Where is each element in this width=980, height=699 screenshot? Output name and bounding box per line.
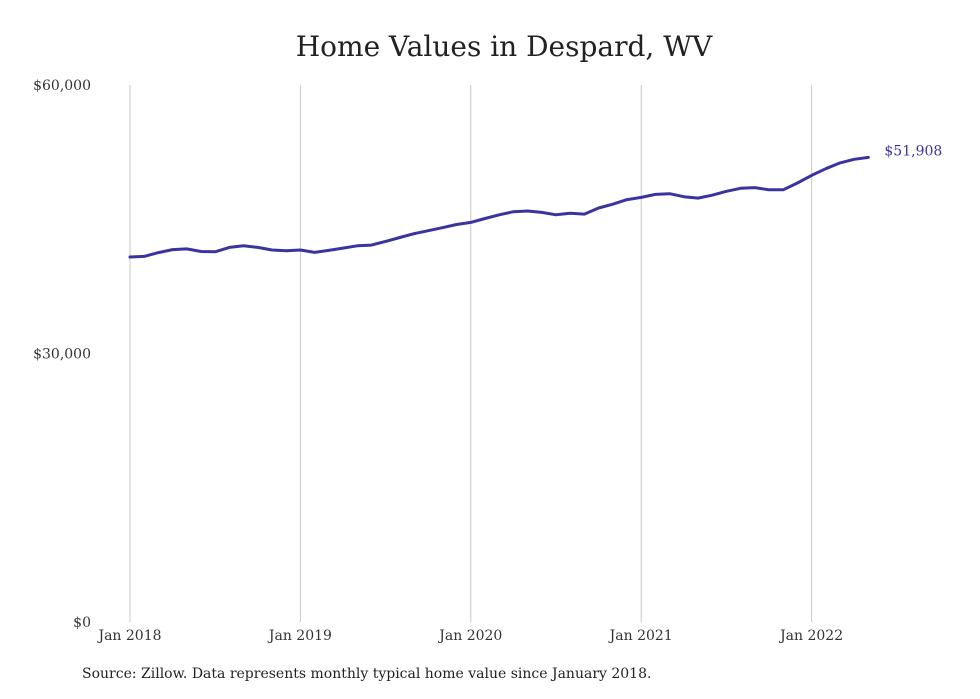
x-tick-label: Jan 2020 — [437, 628, 502, 644]
grid-lines — [129, 85, 813, 622]
end-value-label: $51,908 — [884, 143, 942, 159]
x-tick-label: Jan 2019 — [267, 628, 332, 644]
y-tick-label: $0 — [73, 615, 91, 631]
y-tick-label: $30,000 — [33, 347, 91, 363]
chart-title: Home Values in Despard, WV — [295, 30, 713, 63]
x-tick-label: Jan 2018 — [96, 628, 161, 644]
y-axis-ticks: $0 $30,000 $60,000 — [33, 78, 91, 631]
series-line — [128, 155, 870, 259]
x-axis-ticks: Jan 2018 Jan 2019 Jan 2020 Jan 2021 Jan 2022 — [96, 628, 843, 644]
x-tick-label: Jan 2021 — [608, 628, 673, 644]
x-tick-label: Jan 2022 — [778, 628, 843, 644]
source-note: Source: Zillow. Data represents monthly … — [82, 666, 652, 682]
y-tick-label: $60,000 — [33, 78, 91, 94]
